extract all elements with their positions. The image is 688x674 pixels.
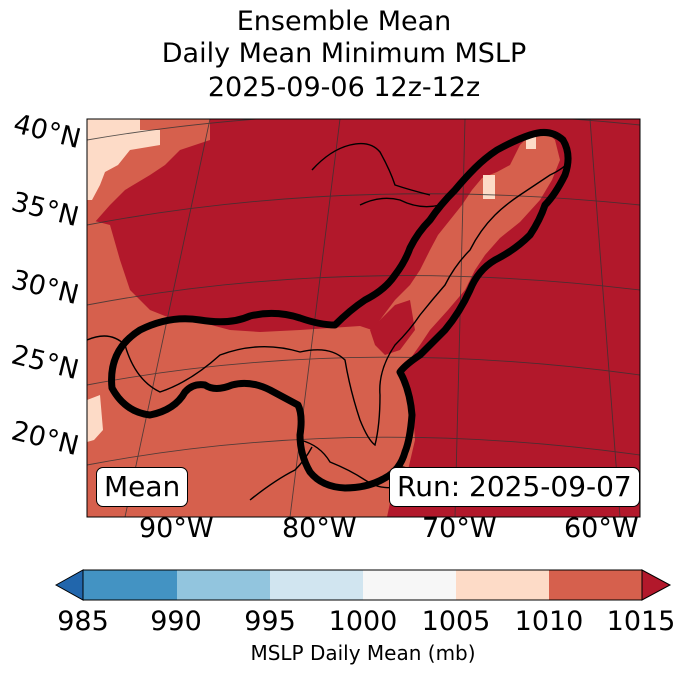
lon-label-90: 90°W bbox=[139, 513, 214, 544]
field-1000-1005-nw bbox=[87, 119, 160, 200]
colorbar-over-arrow bbox=[641, 569, 672, 601]
colorbar-tick-1005: 1005 bbox=[421, 606, 491, 637]
lon-label-70: 70°W bbox=[422, 513, 497, 544]
mslp-map bbox=[86, 118, 641, 518]
lon-label-60: 60°W bbox=[564, 513, 639, 544]
title-line-3: 2025-09-06 12z-12z bbox=[207, 72, 481, 103]
colorbar-tick-990: 990 bbox=[150, 606, 202, 637]
colorbar-tick-1000: 1000 bbox=[328, 606, 398, 637]
colorbar-tick-985: 985 bbox=[57, 606, 109, 637]
colorbar-under-arrow bbox=[54, 569, 84, 601]
colorbar-segment-2 bbox=[270, 570, 363, 600]
lon-label-80: 80°W bbox=[282, 513, 357, 544]
field-1000-1005-sw bbox=[87, 395, 103, 442]
field-1005-1010-west bbox=[87, 130, 560, 517]
colorbar-label: MSLP Daily Mean (mb) bbox=[250, 641, 476, 665]
run-date-box: Run: 2025-09-07 bbox=[389, 467, 640, 507]
contour-1005 bbox=[108, 128, 572, 492]
colorbar-tick-995: 995 bbox=[244, 606, 296, 637]
colorbar-segment-0 bbox=[83, 570, 177, 600]
field-1000-1005-ne bbox=[483, 175, 495, 199]
colorbar-tick-1015: 1015 bbox=[606, 606, 676, 637]
colorbar-segment-1 bbox=[177, 570, 270, 600]
title-line-2: Daily Mean Minimum MSLP bbox=[161, 38, 527, 69]
field-1000-1005-ne2 bbox=[526, 135, 536, 149]
colorbar-tick-1010: 1010 bbox=[514, 606, 584, 637]
colorbar-segment-4 bbox=[456, 570, 549, 600]
title-line-1: Ensemble Mean bbox=[236, 6, 452, 37]
colorbar-segment-5 bbox=[549, 570, 642, 600]
field-ge-1010-intrusion bbox=[370, 300, 415, 355]
mean-label-box: Mean bbox=[96, 467, 189, 507]
colorbar-segment-3 bbox=[363, 570, 456, 600]
